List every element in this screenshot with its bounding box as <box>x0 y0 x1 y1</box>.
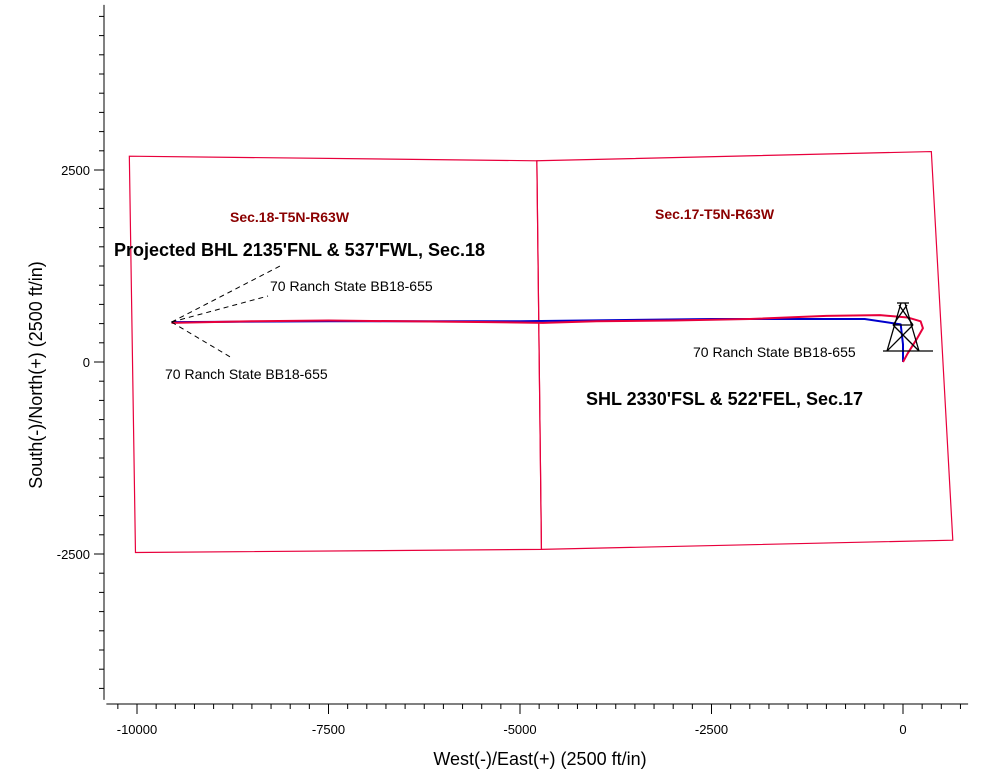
leader-bottom <box>171 321 233 359</box>
derrick-cross-2 <box>892 324 920 352</box>
leader-top <box>171 295 269 323</box>
ticks: -2500 0 2500 -10000 -7500 -5000 -2500 0 <box>57 15 961 737</box>
bhl-annotation: Projected BHL 2135'FNL & 537'FWL, Sec.18 <box>114 240 485 260</box>
y-axis-title: South(-)/North(+) (2500 ft/in) <box>26 261 46 489</box>
axes: -2500 0 2500 -10000 -7500 -5000 -2500 0 <box>57 4 969 737</box>
y-tick-label: -2500 <box>57 547 90 562</box>
x-tick-label: 0 <box>899 722 906 737</box>
derrick-cross-3 <box>892 304 908 326</box>
sec18-label: Sec.18-T5N-R63W <box>230 209 350 225</box>
section-boundaries <box>128 150 954 554</box>
y-tick-label: 2500 <box>61 163 90 178</box>
x-tick-label: -7500 <box>312 722 345 737</box>
x-tick-label: -5000 <box>503 722 536 737</box>
derrick-leg-left <box>886 302 902 352</box>
leader-lines <box>171 264 283 359</box>
derrick-cross-1 <box>886 324 914 352</box>
x-tick-label: -2500 <box>695 722 728 737</box>
well-label-top: 70 Ranch State BB18-655 <box>270 278 433 294</box>
well-path-2 <box>171 314 924 363</box>
derrick-cross-4 <box>898 304 914 326</box>
well-label-left: 70 Ranch State BB18-655 <box>165 366 328 382</box>
sec17-label: Sec.17-T5N-R63W <box>655 206 775 222</box>
section-line-sec-17 <box>536 150 954 551</box>
well-paths <box>171 314 924 363</box>
well-label-right: 70 Ranch State BB18-655 <box>693 344 856 360</box>
leader-bhl <box>171 264 283 323</box>
shl-annotation: SHL 2330'FSL & 522'FEL, Sec.17 <box>586 389 863 409</box>
x-tick-label: -10000 <box>117 722 157 737</box>
x-axis-title: West(-)/East(+) (2500 ft/in) <box>433 749 646 769</box>
derrick-leg-right <box>904 302 920 352</box>
y-tick-label: 0 <box>83 355 90 370</box>
rig-icon <box>883 302 933 352</box>
